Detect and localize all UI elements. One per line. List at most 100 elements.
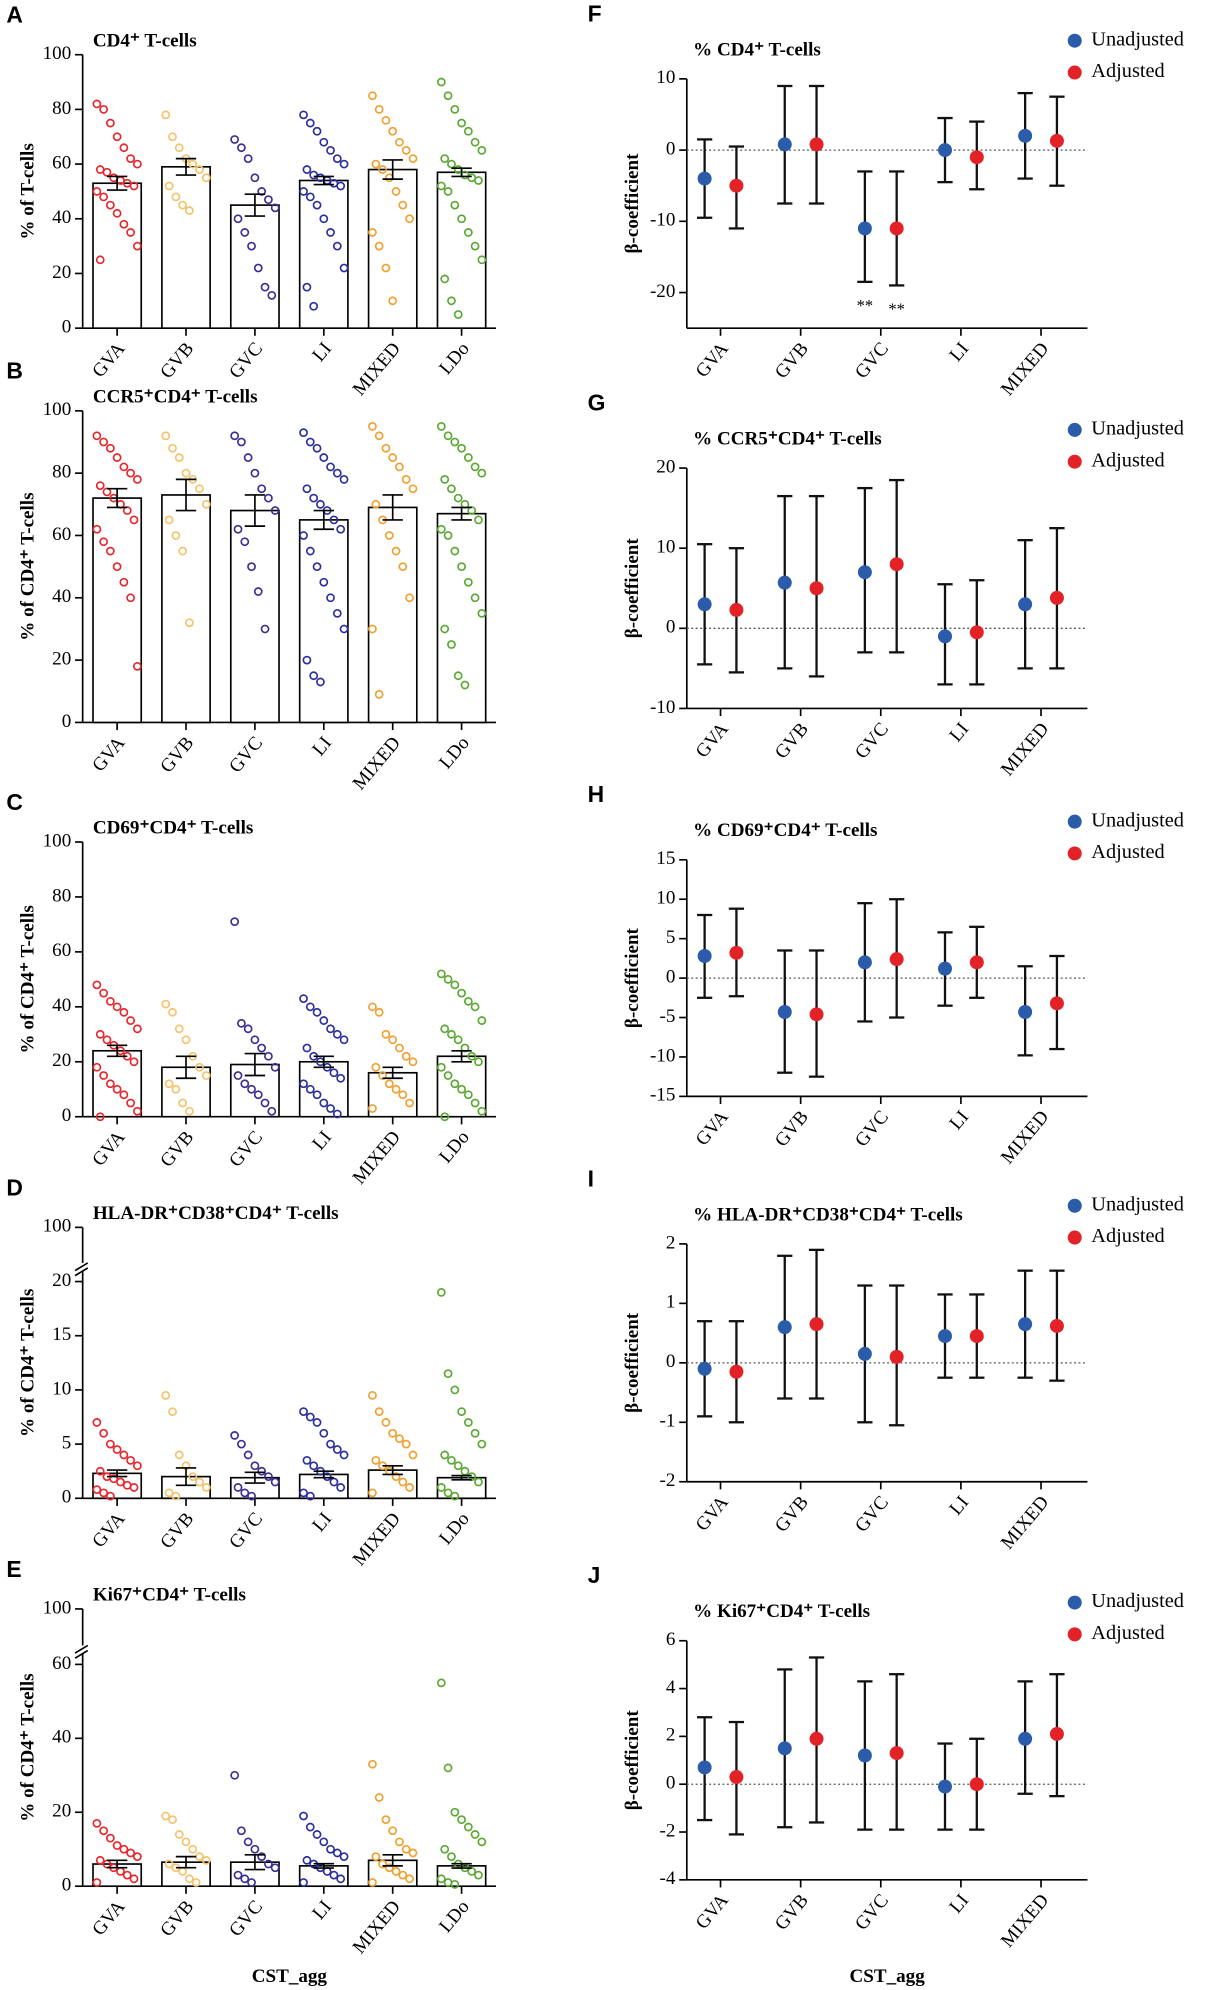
data-point (391, 1472, 401, 1481)
data-point (92, 980, 102, 990)
data-point (401, 1439, 411, 1449)
data-point (450, 980, 460, 990)
data-point (463, 577, 473, 587)
estimate-dot (938, 1779, 952, 1794)
data-point (378, 1859, 387, 1869)
y-tick-label: 0 (62, 317, 72, 338)
data-point (450, 1385, 460, 1395)
x-tick-label: GVC (851, 1890, 893, 1934)
data-point (305, 1084, 315, 1094)
chart-title: % CD4⁺ T-cells (693, 39, 821, 60)
data-point (332, 1029, 342, 1039)
data-point (270, 1062, 280, 1072)
estimate-dot (697, 171, 712, 186)
data-point (450, 1491, 460, 1501)
data-point (247, 241, 256, 251)
data-point (247, 1491, 256, 1501)
estimate-dot (1049, 133, 1064, 148)
data-point (436, 181, 446, 191)
data-point (174, 1024, 184, 1034)
data-point (299, 1079, 308, 1089)
data-point (164, 1859, 174, 1869)
y-axis-label: % of CD4⁺ T-cells (18, 905, 39, 1053)
panel-letter: E (6, 1556, 21, 1582)
data-point (319, 577, 329, 587)
legend-label: Adjusted (1091, 841, 1164, 863)
data-point (401, 1844, 411, 1854)
data-point (368, 1759, 377, 1769)
data-point (112, 453, 122, 462)
data-point (250, 1461, 260, 1471)
data-point (381, 263, 391, 273)
data-point (312, 1418, 322, 1427)
estimate-dot (857, 955, 872, 970)
bar (229, 509, 280, 724)
data-point (105, 1833, 115, 1843)
data-point (368, 1104, 377, 1113)
data-point (443, 1763, 453, 1773)
data-point (126, 593, 136, 603)
data-point (305, 1491, 315, 1501)
data-point (326, 462, 335, 472)
data-point (257, 187, 267, 196)
data-point (99, 1826, 109, 1836)
data-point (129, 515, 139, 525)
y-tick-label: 5 (62, 1432, 72, 1453)
data-point (270, 203, 280, 213)
data-point (477, 608, 487, 618)
data-point (374, 431, 384, 441)
estimate-dot (889, 1349, 904, 1364)
data-point (195, 1852, 204, 1862)
x-tick-label: GVB (771, 338, 813, 382)
y-tick-label: 60 (52, 940, 71, 961)
estimate-dot (809, 1731, 824, 1746)
data-point (95, 1029, 105, 1039)
data-point (391, 187, 401, 196)
data-point (398, 200, 408, 210)
data-point (470, 593, 480, 603)
y-tick-label: 80 (52, 98, 71, 119)
y-tick-label: 10 (656, 537, 675, 558)
estimate-dot (1018, 128, 1033, 143)
data-point (92, 524, 102, 534)
data-point (260, 282, 270, 292)
estimate-dot (809, 1007, 824, 1022)
data-point (470, 462, 480, 472)
data-point (119, 1007, 129, 1017)
x-tick-label: GVC (851, 338, 893, 382)
x-tick-label: GVC (225, 733, 267, 777)
legend-marker (1067, 454, 1082, 469)
estimate-dot (1049, 996, 1064, 1011)
data-point (436, 1483, 446, 1492)
data-point (443, 974, 453, 984)
y-tick-label: 0 (666, 138, 676, 159)
data-point (378, 165, 387, 174)
x-tick-label: LI (946, 338, 974, 365)
data-point (171, 192, 181, 202)
estimate-dot (969, 1329, 984, 1344)
data-point (178, 546, 188, 556)
y-axis-label: β-coefficient (622, 927, 643, 1028)
data-point (440, 1450, 450, 1460)
legend-marker (1067, 1627, 1082, 1642)
data-point (230, 1431, 240, 1440)
data-point (305, 437, 315, 447)
data-point (332, 154, 342, 164)
bar (92, 497, 143, 724)
y-tick-label: -4 (659, 1868, 675, 1889)
y-tick-label: 20 (52, 1270, 71, 1291)
data-point (474, 1477, 483, 1487)
data-point (339, 1450, 349, 1460)
y-tick-label: 0 (62, 711, 72, 732)
y-tick-label: 5 (666, 927, 676, 948)
x-tick-label: GVA (692, 338, 733, 381)
data-point (270, 506, 280, 515)
estimate-dot (777, 1320, 792, 1335)
x-tick-label: MIXED (349, 1509, 405, 1570)
data-point (332, 468, 342, 478)
y-tick-label: -15 (650, 1085, 675, 1106)
data-point (112, 1445, 122, 1454)
data-point (250, 468, 260, 478)
y-tick-label: 100 (43, 830, 72, 851)
data-point (299, 1878, 308, 1887)
